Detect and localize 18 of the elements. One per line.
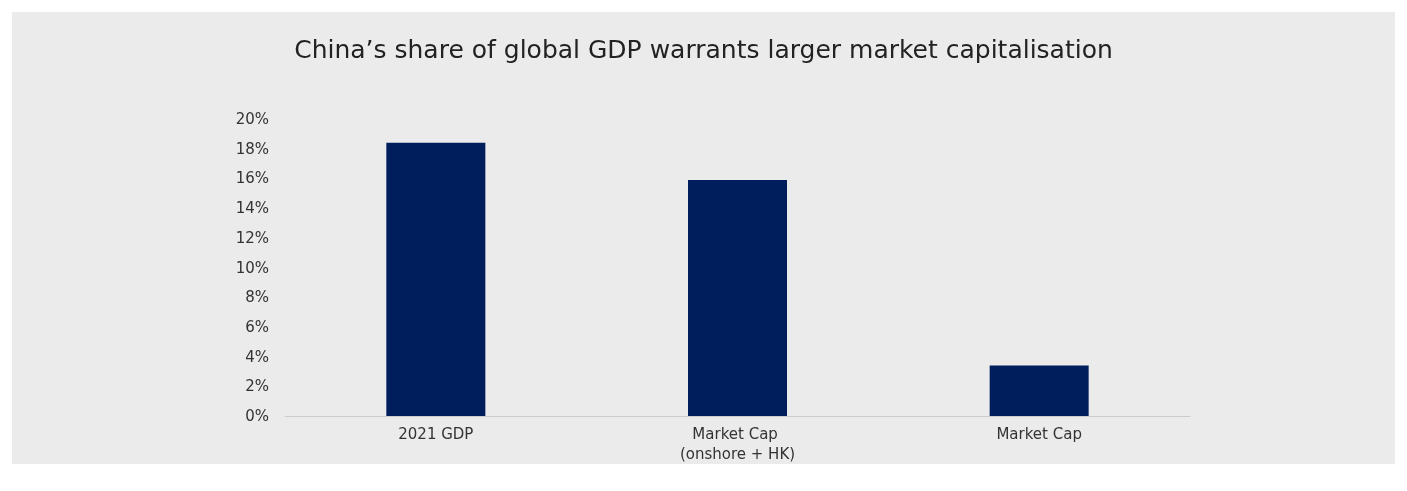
y-tick-label: 20% (235, 110, 269, 128)
x-tick-label: 2021 GDP (398, 425, 474, 443)
x-tick-label: Market Cap (996, 425, 1082, 443)
y-tick-label: 2% (245, 377, 269, 396)
y-tick-label: 8% (245, 288, 269, 307)
bar (688, 179, 787, 416)
chart-title: China’s share of global GDP warrants larger market capitalisation (294, 35, 1113, 64)
x-tick-label: Market Cap (onshore + HK) (679, 425, 796, 463)
y-tick-label: 18% (235, 139, 269, 158)
y-tick-label: 16% (235, 169, 269, 188)
y-tick-label: 6% (245, 317, 269, 336)
y-tick-label: 4% (245, 347, 269, 366)
y-tick-label: 10% (235, 258, 269, 277)
y-tick-label: 14% (235, 199, 269, 218)
y-tick-label: 12% (235, 228, 269, 247)
bar (989, 365, 1089, 416)
y-tick-label: 0% (245, 407, 269, 425)
bar (386, 142, 486, 416)
